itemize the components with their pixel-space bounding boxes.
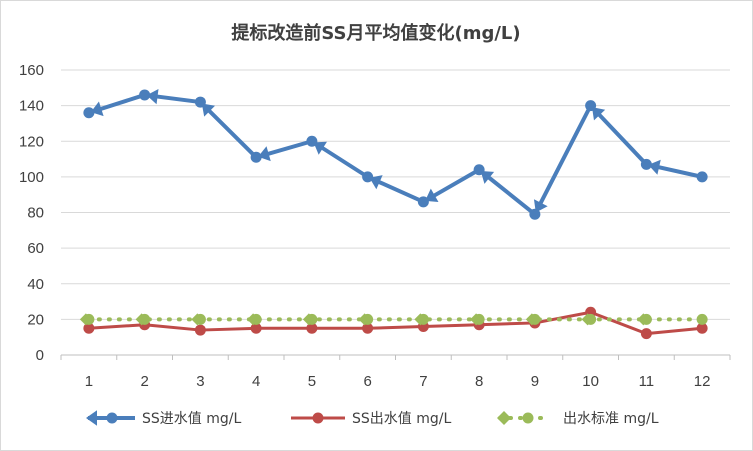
y-tick-label: 60 [27,240,44,257]
x-tick-label: 10 [582,373,599,390]
y-tick-label: 40 [27,276,44,293]
y-tick-label: 0 [36,347,44,364]
x-tick-label: 8 [475,373,483,390]
y-tick-label: 120 [19,133,44,150]
x-tick-label: 4 [252,373,260,390]
series-group [79,88,708,340]
diamond-marker [302,313,315,326]
legend-arrow-marker [86,410,97,426]
x-axis [60,354,731,360]
legend-swatch-marker [522,412,534,424]
arrow-marker [533,199,548,213]
x-tick-label: 12 [694,373,711,390]
legend: SS进水值 mg/L SS出水值 mg/L 出水标准 mg/L [86,410,659,427]
arrow-marker [648,159,661,175]
data-point [696,322,708,334]
data-point [83,107,95,119]
legend-item-ss-inflow: SS进水值 mg/L [86,410,241,427]
x-tick-label: 1 [85,373,93,390]
arrow-marker [90,101,104,117]
legend-item-ss-outflow: SS出水值 mg/L [291,411,451,427]
x-tick-label: 2 [140,373,148,390]
x-tick-label: 9 [531,373,539,390]
legend-item-discharge-standard: 出水标准 mg/L [497,411,659,427]
x-tick-label: 3 [196,373,204,390]
data-point [696,313,708,325]
diamond-marker [191,313,204,326]
legend-label: SS出水值 mg/L [352,411,451,427]
legend-swatch-marker [106,412,118,424]
gridlines [61,69,730,320]
x-tick-label: 6 [363,373,371,390]
diamond-marker [581,313,594,326]
arrow-marker [201,103,216,117]
data-point [696,171,708,183]
data-point [362,171,374,183]
legend-swatch-marker [312,412,324,424]
data-point [362,322,374,334]
y-tick-label: 20 [27,311,44,328]
data-point [640,328,652,340]
y-tick-label: 80 [27,205,44,222]
legend-label: 出水标准 mg/L [563,411,659,427]
y-axis-ticks: 0 20 40 60 80 100 120 140 160 [19,62,44,364]
diamond-marker [79,313,92,326]
data-point [640,158,652,170]
legend-label: SS进水值 mg/L [142,411,241,427]
diamond-marker [637,313,650,326]
arrow-marker [313,141,327,155]
diamond-marker [135,313,148,326]
diamond-marker [414,313,427,326]
diamond-marker [470,313,483,326]
data-point [306,322,318,334]
diamond-marker [358,313,371,326]
arrow-marker [480,170,495,184]
arrow-marker [592,107,606,121]
series-line [88,310,703,336]
series-ss-inflow [83,88,708,220]
x-tick-label: 11 [639,373,655,390]
arrow-marker [425,188,439,203]
y-tick-label: 100 [19,169,44,186]
arrow-marker [369,175,383,190]
diamond-marker [525,313,538,326]
series-line [88,92,703,217]
legend-diamond-marker [497,411,511,425]
arrow-marker [146,88,159,105]
series-discharge-standard [79,313,708,326]
data-point [250,151,262,163]
x-axis-ticks: 1 2 3 4 5 6 7 8 9 10 11 12 [85,373,711,390]
y-tick-label: 140 [19,98,44,115]
arrow-marker [258,146,271,162]
data-point [83,322,95,334]
y-tick-label: 160 [19,62,44,79]
diamond-marker [247,313,260,326]
x-tick-label: 5 [308,373,316,390]
data-point [139,89,151,101]
series-ss-outflow [83,306,708,340]
data-point [194,324,206,336]
chart-title: 提标改造前SS月平均值变化(mg/L) [231,22,520,44]
x-tick-label: 7 [419,373,427,390]
data-point [250,322,262,334]
